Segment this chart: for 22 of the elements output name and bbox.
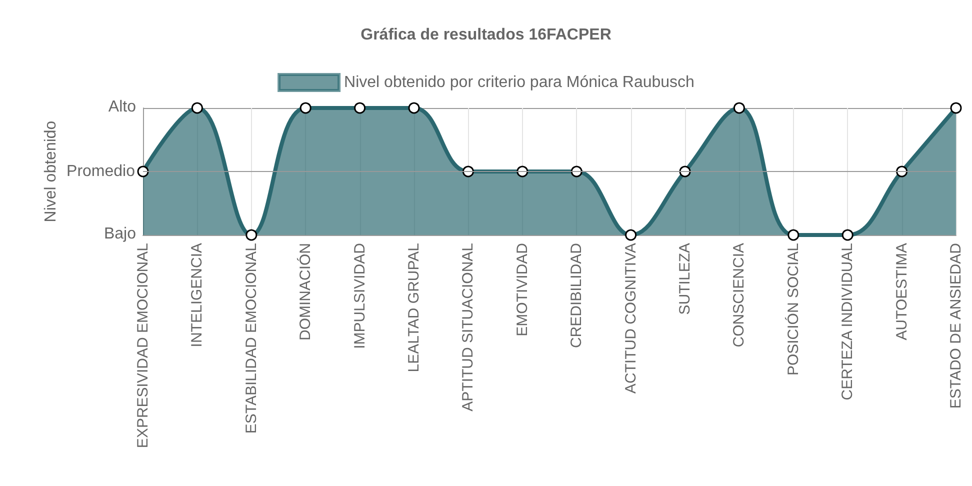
x-tick-label: LEALTAD GRUPAL [406,243,422,372]
x-tick-label: ESTADO DE ANSIEDAD [948,242,964,409]
chart-title: Gráfica de resultados 16FACPER [360,26,612,44]
x-tick-label: DOMINACIÓN [296,243,314,340]
y-axis-title: Nivel obtenido [42,120,60,222]
x-tick-label: AUTOESTIMA [893,243,910,340]
text: Alto [108,98,136,116]
x-tick-label: CERTEZA INDIVIDUAL [839,243,856,400]
x-tick-label: INTELIGENCIA [188,243,206,348]
x-tick-label: APTITUD SITUACIONAL [460,243,477,412]
x-tick-label: IMPULSIVIDAD [351,242,368,349]
x-tick-label: SUTILEZA [676,243,694,315]
x-tick-label: CREDIBILIDAD [568,242,586,348]
x-tick-label: EXPRESIVIDAD EMOCIONAL [134,243,152,448]
ref-line-label: Promedio [66,163,136,180]
x-tick-label: EMOTIVIDAD [514,242,531,336]
x-tick-label: ESTABILIDAD EMOCIONAL [242,243,260,434]
legend-label: Nivel obtenido por criterio para Mónica Raubusch [344,74,694,91]
x-tick-label: CONSCIENCIA [730,243,748,348]
x-tick-label: POSICIÓN SOCIAL [784,243,802,376]
x-tick-label: ACTITUD COGNITIVA [622,243,640,394]
text: Bajo [104,226,136,242]
